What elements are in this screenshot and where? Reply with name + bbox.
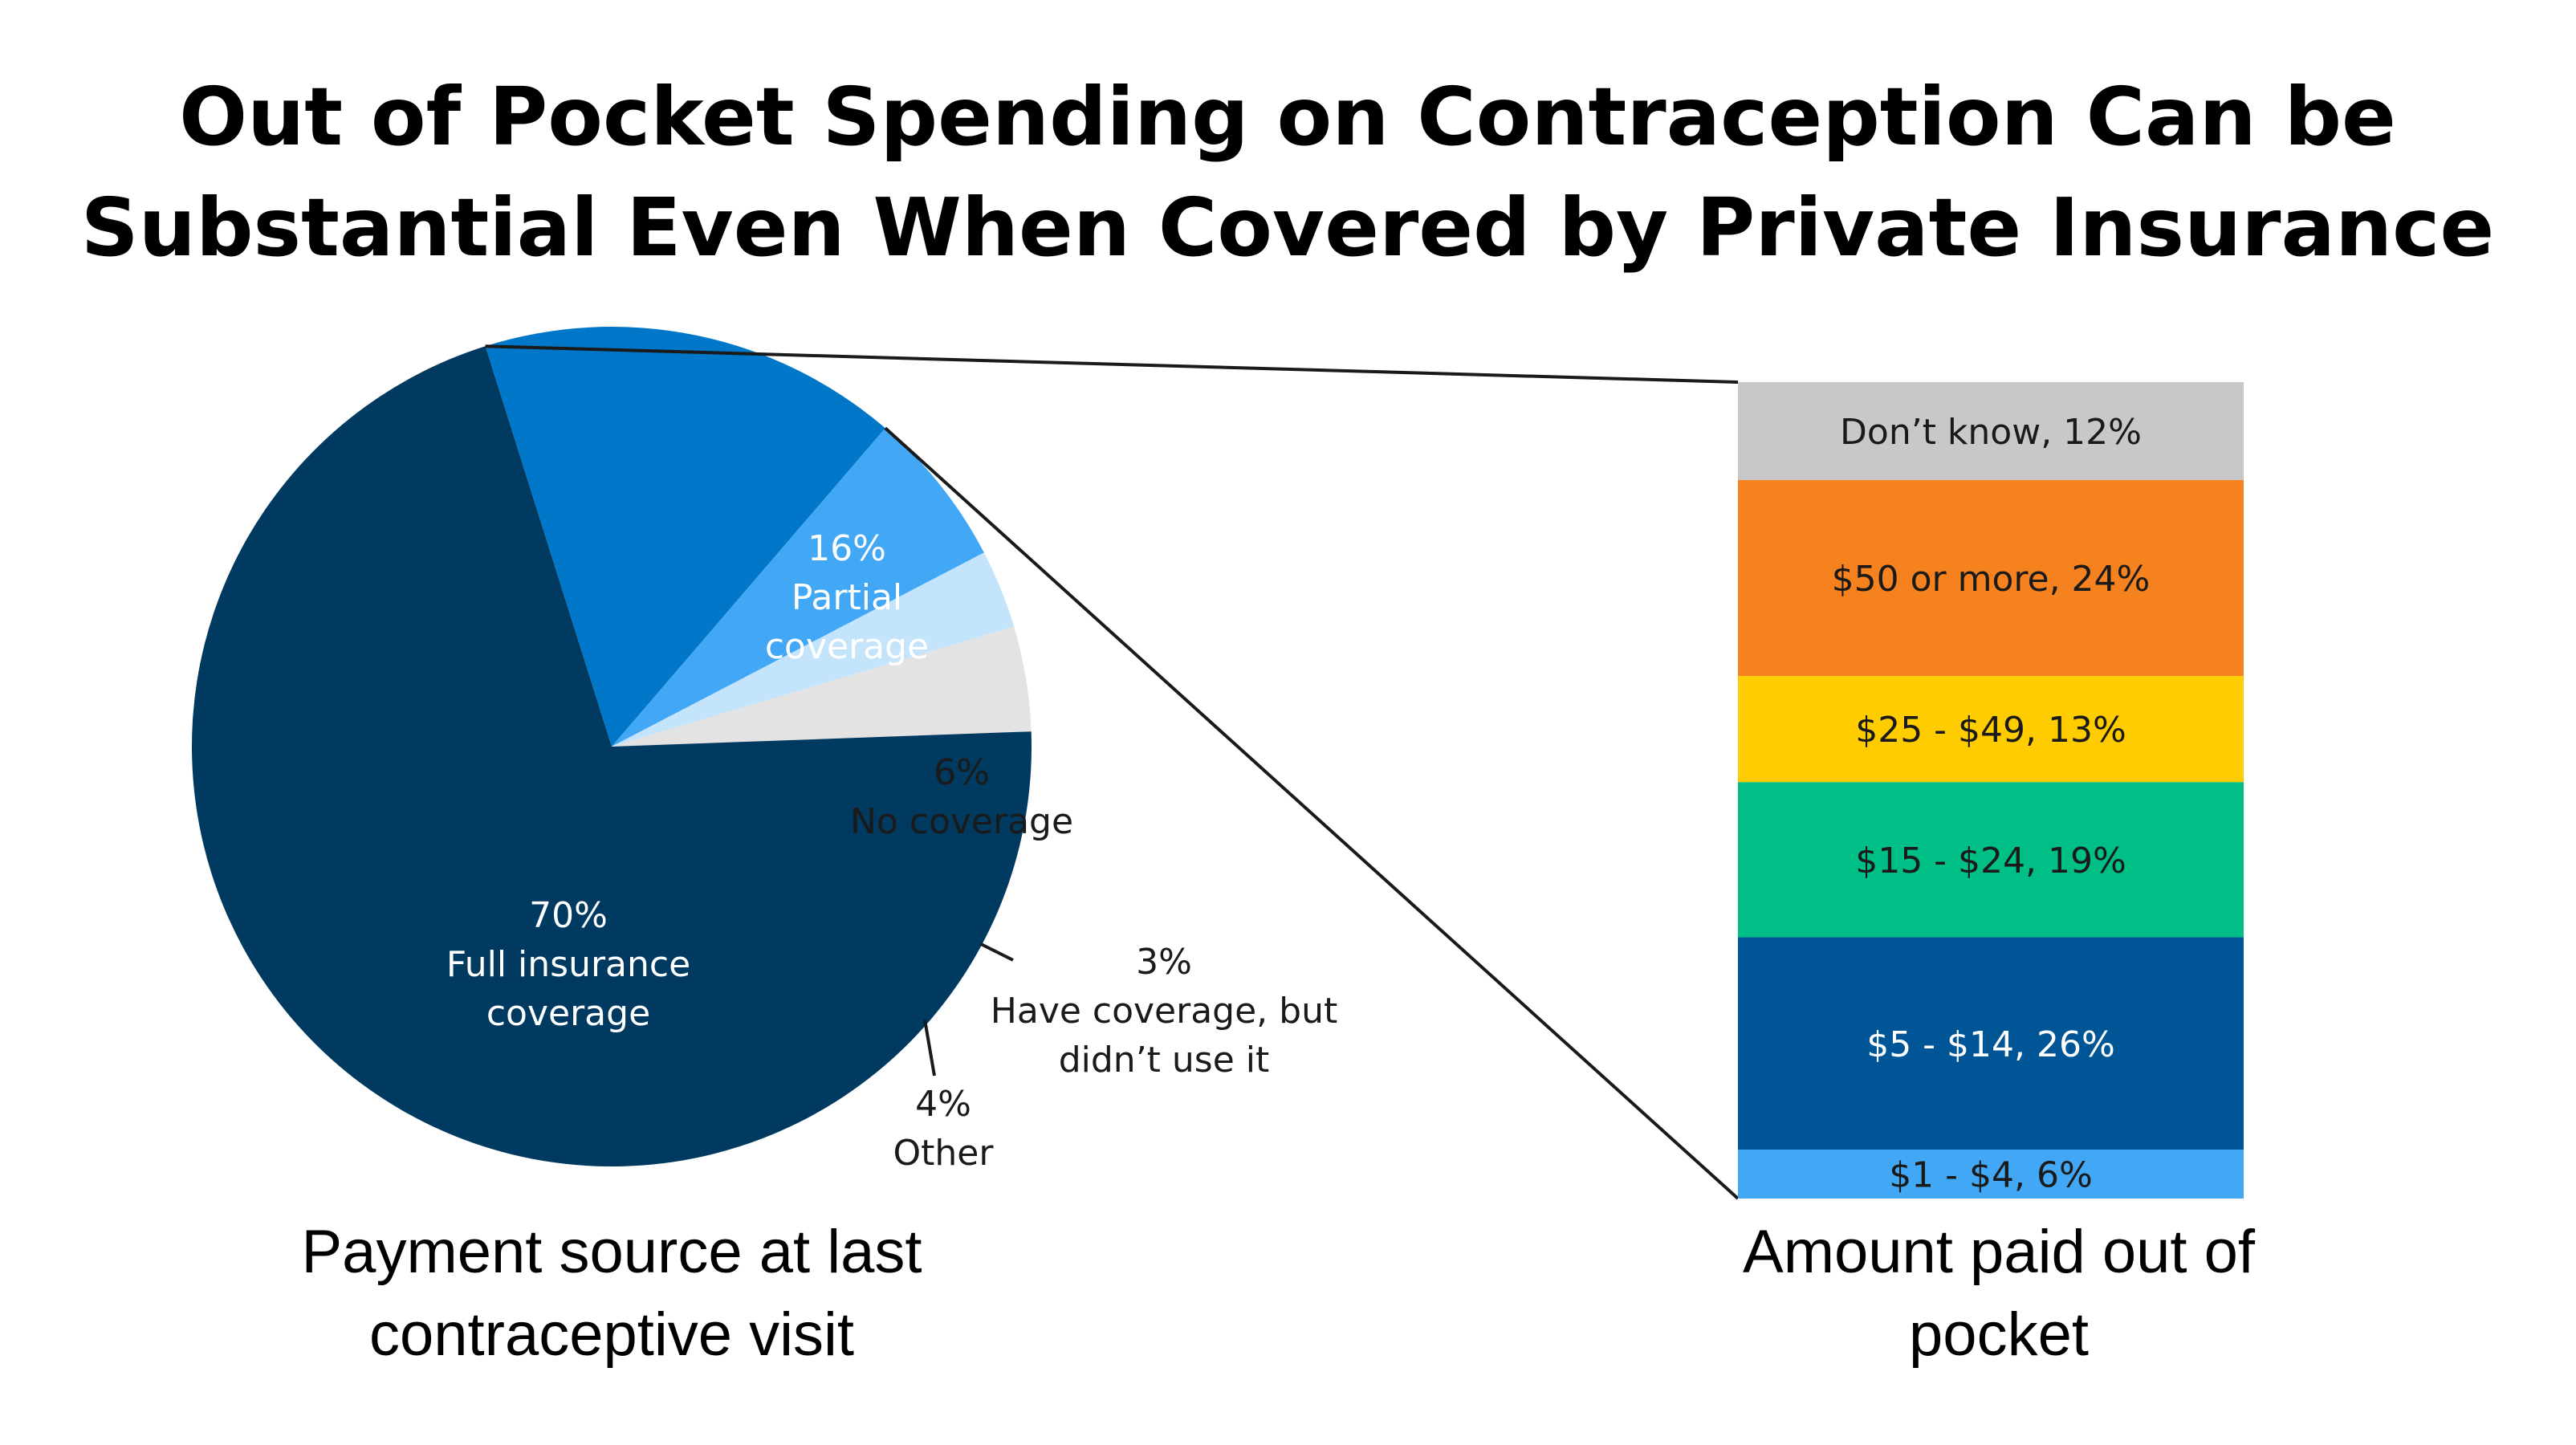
pie-slice-have-coverage-but-didn-t-use-it bbox=[612, 552, 1015, 747]
bar-segment-5-14-26 bbox=[1738, 937, 2244, 1150]
pie-label-partial-coverage: 16% Partial coverage bbox=[765, 528, 929, 667]
pie-caption-line-2: contraceptive visit bbox=[369, 1300, 854, 1369]
bar-segment-15-24-19 bbox=[1738, 782, 2244, 938]
bar-segment-label-50-or-more-24: $50 or more, 24% bbox=[1832, 559, 2151, 600]
pie-slice-other bbox=[612, 626, 1032, 747]
connector-line-top bbox=[485, 344, 1739, 384]
bar-segment-label-5-14-26: $5 - $14, 26% bbox=[1866, 1024, 2115, 1065]
leader-line-other bbox=[923, 1019, 936, 1077]
connector-line-bottom bbox=[884, 426, 1740, 1200]
pie-slice-full-insurance-coverage bbox=[191, 346, 1032, 1166]
bar-segment-don-t-know-12 bbox=[1738, 382, 2244, 481]
pie-label-no-coverage: 6% No coverage bbox=[850, 752, 1073, 842]
bar-segment-50-or-more-24 bbox=[1738, 480, 2244, 677]
pie-slice-no-coverage bbox=[612, 428, 984, 747]
chart-title-line-2: Substantial Even When Covered by Private… bbox=[81, 181, 2495, 275]
connector-lines bbox=[485, 344, 1740, 1200]
bar-segment-label-1-4-6: $1 - $4, 6% bbox=[1889, 1154, 2093, 1195]
bar-segment-label-don-t-know-12: Don’t know, 12% bbox=[1840, 412, 2142, 453]
pie-caption-line-1: Payment source at last bbox=[301, 1218, 922, 1286]
pie-label-other: 4% Other bbox=[893, 1084, 995, 1174]
bar-caption-line-2: pocket bbox=[1909, 1300, 2089, 1369]
bar-segment-25-49-13 bbox=[1738, 676, 2244, 783]
pie-chart: 16% Partial coverage 6% No coverage 3% Have co… bbox=[191, 326, 1337, 1174]
pie-label-full-insurance-coverage: 70% Full insurance coverage bbox=[446, 895, 690, 1034]
pie-slice-partial-coverage bbox=[485, 326, 885, 747]
pie-label-have-coverage-but-didn-t-use-it: 3% Have coverage, but didn’t use it bbox=[991, 942, 1337, 1081]
bar-segment-label-25-49-13: $25 - $49, 13% bbox=[1855, 710, 2126, 751]
bar-segment-label-15-24-19: $15 - $24, 19% bbox=[1855, 841, 2126, 881]
bar-segment-1-4-6 bbox=[1738, 1149, 2244, 1199]
bar-caption-line-1: Amount paid out of bbox=[1743, 1218, 2256, 1286]
stacked-bar-chart: Don’t know, 12% $50 or more, 24% $25 - $49… bbox=[1738, 382, 2244, 1199]
chart-title-line-1: Out of Pocket Spending on Contraception … bbox=[179, 70, 2396, 164]
leader-line-have-coverage bbox=[980, 942, 1014, 962]
